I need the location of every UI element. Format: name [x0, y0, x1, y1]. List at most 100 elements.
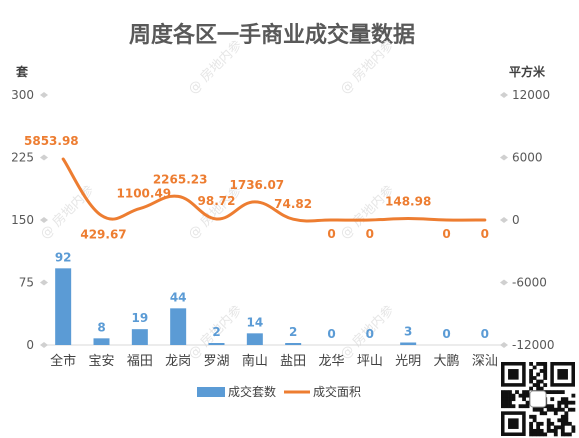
qr-module — [543, 383, 548, 387]
qr-module — [536, 383, 541, 387]
line-value-label: 0 — [481, 227, 489, 241]
qr-module — [508, 393, 512, 398]
qr-module — [553, 407, 558, 412]
qr-module — [539, 428, 544, 433]
qr-finder — [508, 418, 519, 429]
left-tick-mark — [40, 279, 48, 286]
qr-module — [536, 407, 541, 412]
qr-module — [546, 425, 551, 430]
qr-module — [571, 407, 576, 412]
qr-module — [532, 414, 537, 419]
qr-module — [557, 418, 562, 423]
qr-module — [539, 432, 544, 437]
bar-value-label: 3 — [404, 325, 412, 339]
chart-title: 周度各区一手商业成交量数据 — [129, 22, 415, 48]
bar — [170, 308, 187, 345]
category-label: 罗湖 — [203, 354, 229, 369]
bar-value-label: 8 — [97, 320, 105, 334]
qr-module — [546, 421, 551, 426]
qr-module — [543, 362, 548, 366]
left-tick-label: 75 — [19, 276, 34, 290]
qr-module — [567, 407, 572, 412]
category-label: 全市 — [50, 353, 76, 369]
line-value-label: 1100.49 — [117, 187, 172, 201]
qr-module — [571, 428, 576, 433]
bar — [208, 343, 225, 345]
qr-module — [550, 390, 555, 395]
qr-module — [532, 383, 537, 387]
qr-module — [564, 418, 569, 423]
qr-module — [532, 365, 537, 370]
qr-module — [525, 393, 530, 398]
qr-module — [539, 362, 544, 366]
qr-module — [508, 397, 512, 402]
bar-value-label: 19 — [131, 311, 148, 325]
qr-module — [560, 432, 565, 437]
category-label: 深汕 — [472, 354, 498, 369]
area-series-line — [61, 157, 487, 223]
qr-module — [560, 397, 565, 402]
qr-module — [504, 393, 509, 398]
qr-module — [529, 372, 534, 377]
qr-module — [529, 421, 534, 426]
qr-module — [560, 418, 565, 423]
bar-value-label: 0 — [366, 327, 374, 341]
qr-module — [529, 376, 534, 380]
line-value-label: 0 — [366, 227, 374, 241]
qr-module — [557, 407, 562, 412]
category-label: 坪山 — [357, 354, 383, 369]
line-value-label: 1736.07 — [230, 178, 285, 192]
bar-value-label: 2 — [212, 325, 220, 339]
qr-module — [571, 400, 576, 405]
category-label: 南山 — [242, 353, 268, 369]
qr-module — [529, 428, 534, 433]
left-tick-mark — [40, 92, 48, 98]
left-tick-label: 0 — [26, 338, 34, 352]
qr-module — [560, 425, 565, 430]
qr-module — [536, 428, 541, 433]
qr-module — [504, 397, 509, 402]
qr-finder — [557, 369, 568, 380]
legend-bar-label: 成交套数 — [228, 384, 276, 399]
qr-module — [560, 400, 565, 405]
qr-module — [564, 421, 569, 426]
qr-module — [504, 400, 509, 405]
qr-module — [501, 397, 505, 402]
qr-module — [550, 421, 555, 426]
qr-module — [508, 400, 512, 405]
legend-line-label: 成交面积 — [313, 384, 361, 399]
bar — [285, 343, 302, 345]
qr-module — [522, 404, 526, 409]
qr-module — [532, 428, 537, 433]
qr-module — [550, 428, 555, 433]
right-axis-unit: 平方米 — [509, 64, 546, 79]
left-tick-label: 150 — [11, 213, 34, 227]
category-label: 光明 — [395, 354, 421, 369]
qr-module — [532, 432, 537, 437]
bar — [93, 338, 110, 345]
bar-value-label: 0 — [442, 327, 450, 341]
qr-module — [557, 390, 562, 395]
right-tick-mark — [500, 154, 508, 161]
qr-module — [546, 418, 551, 423]
qr-module — [560, 407, 565, 412]
qr-module — [539, 411, 544, 416]
qr-module — [539, 379, 544, 384]
qr-module — [550, 407, 555, 412]
qr-module — [546, 428, 551, 433]
qr-module — [553, 411, 558, 416]
qr-module — [529, 432, 534, 437]
line-value-label: 5853.98 — [24, 134, 79, 148]
qr-module — [529, 425, 534, 430]
right-tick-label: 6000 — [512, 151, 543, 165]
qr-module — [529, 362, 534, 366]
qr-module — [529, 414, 534, 419]
category-label: 盐田 — [280, 354, 306, 369]
line-value-label: 0 — [442, 227, 450, 241]
labels-layer: 92 8 19 44 2 14 2 0 0 3 0 0 5853.98 429.67 1100.492265… — [24, 134, 489, 341]
right-tick-mark — [500, 279, 508, 286]
right-tick-label: 12000 — [512, 88, 550, 102]
bar — [55, 268, 72, 345]
qr-module — [571, 425, 576, 430]
right-tick-mark — [500, 342, 508, 348]
